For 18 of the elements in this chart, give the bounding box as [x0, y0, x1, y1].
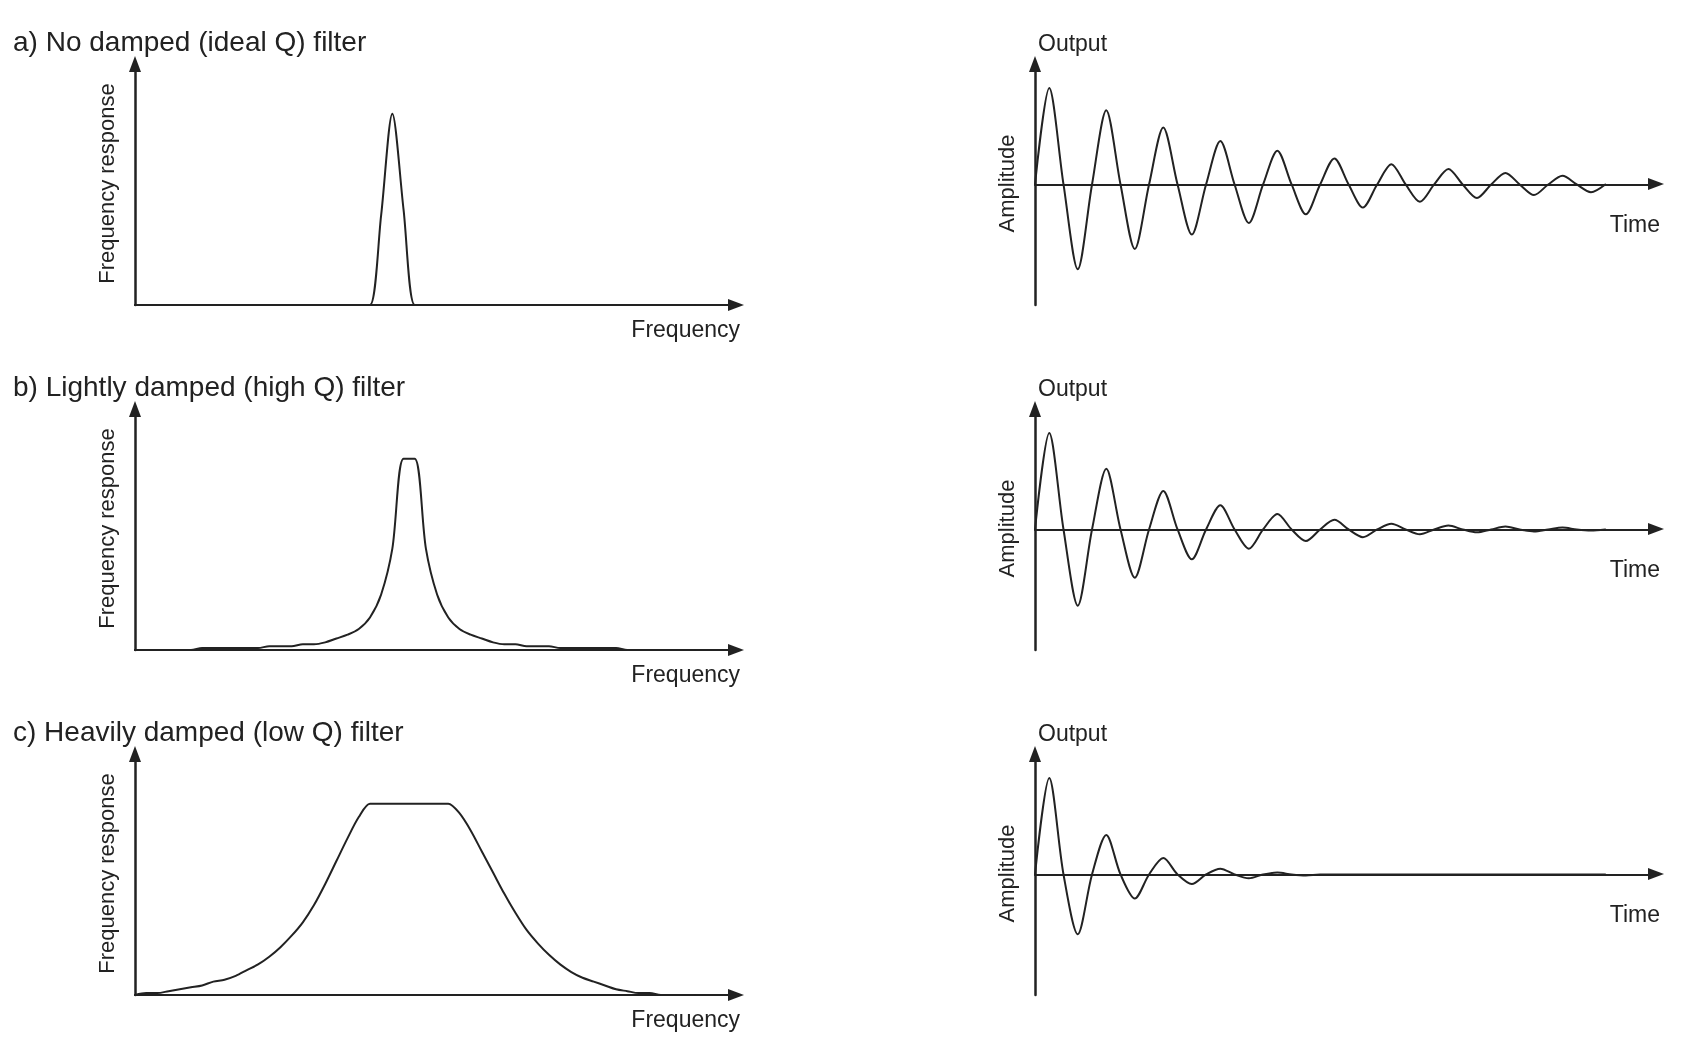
- chart-title: c) Heavily damped (low Q) filter: [13, 715, 404, 747]
- chart-title: Output: [1038, 29, 1108, 56]
- x-axis-title: Frequency: [631, 660, 741, 687]
- x-axis-title: Time: [1609, 900, 1661, 927]
- y-axis-title: Amplitude: [993, 824, 1019, 923]
- chart-title: Output: [1038, 374, 1108, 401]
- y-axis-title: Frequency response: [93, 428, 119, 629]
- y-axis-title: Amplitude: [993, 134, 1019, 233]
- x-axis-title: Frequency: [631, 315, 741, 342]
- x-axis-title: Time: [1609, 210, 1661, 237]
- y-axis-title: Frequency response: [93, 773, 119, 974]
- x-axis-title: Frequency: [631, 1005, 741, 1032]
- y-axis-title: Amplitude: [993, 479, 1019, 578]
- x-axis-title: Time: [1609, 555, 1661, 582]
- chart-title: b) Lightly damped (high Q) filter: [13, 370, 406, 402]
- chart-title: Output: [1038, 719, 1108, 746]
- chart-title: a) No damped (ideal Q) filter: [13, 25, 367, 57]
- y-axis-title: Frequency response: [93, 83, 119, 284]
